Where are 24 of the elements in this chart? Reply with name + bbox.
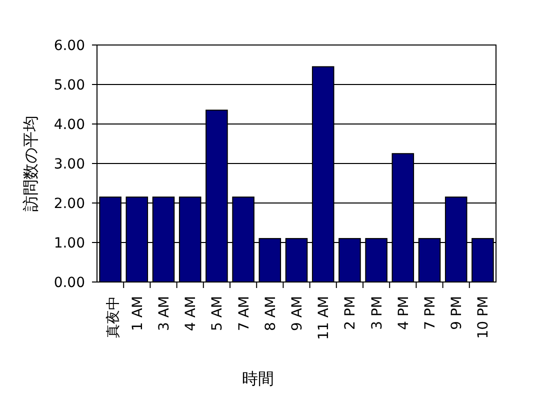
y-tick-label: 2.00 bbox=[54, 196, 85, 212]
x-axis-title: 時間 bbox=[242, 369, 274, 388]
x-tick-label: 4 AM bbox=[183, 296, 200, 332]
x-tick-label: 10 PM bbox=[476, 296, 492, 339]
x-tick-label: 5 AM bbox=[210, 296, 226, 332]
x-tick-label: 真夜中 bbox=[105, 296, 122, 338]
y-tick-label: 3.00 bbox=[54, 156, 85, 172]
x-tick-label: 7 AM bbox=[236, 296, 252, 332]
x-tick-label: 11 AM bbox=[316, 296, 332, 340]
y-tick-label: 1.00 bbox=[54, 236, 85, 252]
y-tick-label: 4.00 bbox=[54, 117, 85, 133]
y-tick-label: 0.00 bbox=[54, 275, 85, 291]
x-tick-label: 9 AM bbox=[290, 296, 306, 332]
y-tick-label: 6.00 bbox=[54, 38, 85, 54]
x-tick-label: 3 AM bbox=[156, 296, 172, 332]
x-tick-label: 8 AM bbox=[262, 296, 279, 332]
y-axis-title: 訪問数の平均 bbox=[21, 116, 40, 212]
x-tick-label: 9 PM bbox=[449, 296, 466, 330]
x-tick-label: 2 PM bbox=[342, 296, 359, 330]
x-tick-label: 4 PM bbox=[396, 296, 412, 330]
x-tick-label: 3 PM bbox=[369, 296, 386, 330]
x-tick-label: 1 AM bbox=[130, 296, 146, 332]
x-tick-label: 7 PM bbox=[422, 296, 438, 330]
y-tick-label: 5.00 bbox=[54, 78, 85, 94]
